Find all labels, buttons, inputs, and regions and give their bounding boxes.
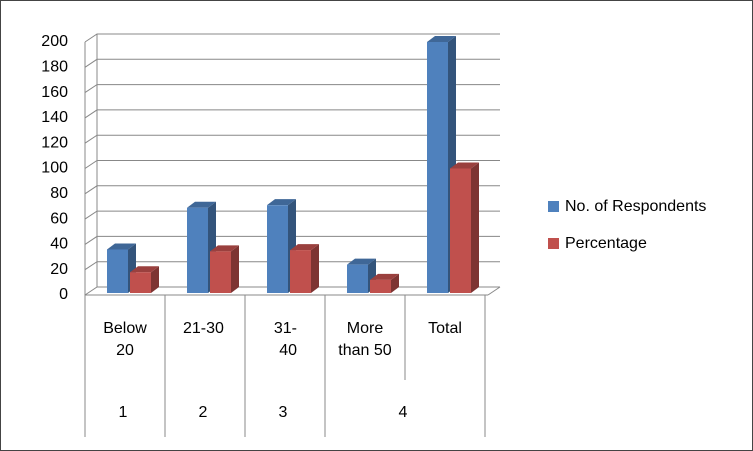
bar-face bbox=[347, 264, 368, 293]
bar-face bbox=[471, 162, 479, 293]
bar-face bbox=[391, 273, 399, 293]
grid-line bbox=[84, 185, 500, 195]
bar-face bbox=[427, 42, 448, 293]
bar-face bbox=[427, 36, 456, 42]
bar-face bbox=[370, 273, 399, 280]
bar-face bbox=[187, 201, 216, 208]
y-tick-label: 60 bbox=[50, 210, 68, 227]
group-label: 1 bbox=[119, 404, 128, 421]
bar bbox=[370, 273, 399, 293]
y-tick-label: 80 bbox=[50, 185, 68, 202]
bar-face bbox=[231, 245, 239, 293]
bar-face bbox=[107, 249, 128, 293]
group-label: 4 bbox=[399, 404, 408, 421]
grid-line bbox=[84, 160, 500, 169]
grid-line bbox=[84, 84, 500, 94]
grid-line bbox=[84, 210, 500, 220]
y-tick-label: 180 bbox=[41, 59, 68, 76]
grid-line bbox=[84, 58, 500, 68]
y-tick-label: 0 bbox=[59, 286, 68, 303]
y-tick-label: 40 bbox=[50, 236, 68, 253]
y-tick-label: 120 bbox=[41, 134, 68, 151]
bar-face bbox=[210, 245, 239, 252]
bar-face bbox=[151, 266, 159, 293]
group-label: 2 bbox=[199, 404, 208, 421]
bar-face bbox=[370, 279, 391, 293]
axis-line bbox=[487, 286, 501, 296]
bar bbox=[450, 162, 479, 293]
bar bbox=[290, 244, 319, 293]
bar-face bbox=[267, 199, 296, 206]
bar-face bbox=[450, 168, 471, 293]
y-tick-label: 100 bbox=[41, 160, 68, 177]
y-tick-label: 20 bbox=[50, 261, 68, 278]
legend-swatch bbox=[548, 201, 559, 212]
bar bbox=[210, 245, 239, 293]
bar-face bbox=[450, 162, 479, 169]
grid-line bbox=[84, 235, 500, 245]
bar-face bbox=[311, 244, 319, 293]
grid-line bbox=[84, 109, 500, 119]
bar-face bbox=[347, 258, 376, 265]
bar bbox=[130, 266, 159, 293]
bar-face bbox=[290, 244, 319, 251]
bar-face bbox=[187, 207, 208, 293]
bar-face bbox=[130, 272, 151, 293]
x-tick-label: More than 50 bbox=[338, 320, 392, 359]
grid-line bbox=[84, 33, 500, 43]
bar-face bbox=[267, 205, 288, 293]
legend-label: No. of Respondents bbox=[565, 198, 706, 215]
legend-label: Percentage bbox=[565, 235, 647, 252]
bar-face bbox=[130, 266, 159, 273]
legend-swatch bbox=[548, 238, 559, 249]
y-tick-label: 140 bbox=[41, 109, 68, 126]
bar-face bbox=[107, 243, 136, 250]
y-tick-label: 160 bbox=[41, 84, 68, 101]
x-tick-label: 21-30 bbox=[183, 320, 224, 337]
grid-line bbox=[84, 134, 500, 144]
x-tick-label: Below 20 bbox=[103, 320, 147, 359]
y-tick-label: 200 bbox=[41, 33, 68, 50]
group-label: 3 bbox=[279, 404, 288, 421]
bar-face bbox=[290, 250, 311, 293]
x-tick-label: 31-40 bbox=[273, 320, 297, 359]
bar-face bbox=[210, 251, 231, 293]
x-tick-label: Total bbox=[428, 320, 462, 337]
